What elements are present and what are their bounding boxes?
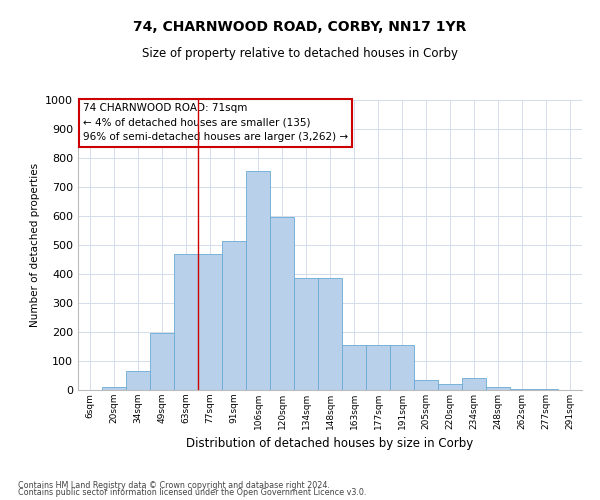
Bar [366, 345, 390, 390]
Bar [510, 388, 534, 390]
Bar [150, 334, 174, 390]
Bar [486, 387, 510, 390]
Text: Size of property relative to detached houses in Corby: Size of property relative to detached ho… [142, 48, 458, 60]
Bar [198, 254, 222, 390]
Bar [246, 171, 270, 390]
Text: Contains public sector information licensed under the Open Government Licence v3: Contains public sector information licen… [18, 488, 367, 497]
Text: 74 CHARNWOOD ROAD: 71sqm
← 4% of detached houses are smaller (135)
96% of semi-d: 74 CHARNWOOD ROAD: 71sqm ← 4% of detache… [83, 103, 348, 142]
Bar [174, 254, 198, 390]
Bar [438, 384, 462, 390]
Bar [390, 345, 414, 390]
Bar [342, 345, 366, 390]
Bar [102, 387, 126, 390]
Bar [126, 371, 150, 390]
Bar [462, 378, 486, 390]
Bar [294, 278, 318, 390]
Bar [270, 218, 294, 390]
X-axis label: Distribution of detached houses by size in Corby: Distribution of detached houses by size … [187, 438, 473, 450]
Bar [318, 278, 342, 390]
Text: Contains HM Land Registry data © Crown copyright and database right 2024.: Contains HM Land Registry data © Crown c… [18, 480, 330, 490]
Y-axis label: Number of detached properties: Number of detached properties [29, 163, 40, 327]
Text: 74, CHARNWOOD ROAD, CORBY, NN17 1YR: 74, CHARNWOOD ROAD, CORBY, NN17 1YR [133, 20, 467, 34]
Bar [414, 380, 438, 390]
Bar [222, 240, 246, 390]
